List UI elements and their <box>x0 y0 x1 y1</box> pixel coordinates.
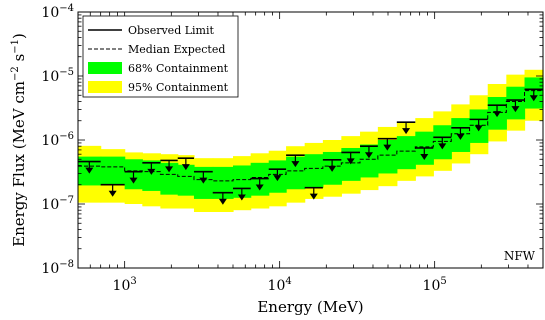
arrow-head-bin-14 <box>346 158 355 165</box>
arrow-head-bin-1 <box>108 190 117 197</box>
arrow-head-bin-18 <box>420 153 429 160</box>
band68-bin-17 <box>396 136 416 170</box>
x-axis-title: Energy (MeV) <box>257 298 363 316</box>
arrow-head-bin-5 <box>181 164 190 171</box>
y-tick-label: 10−8 <box>41 259 74 277</box>
y-tick-label: 10−7 <box>41 195 74 213</box>
y-tick-label: 10−5 <box>41 67 74 85</box>
band68-bin-8 <box>233 165 252 198</box>
band68-bin-12 <box>304 154 324 188</box>
legend-swatch-2 <box>88 62 122 74</box>
arrow-head-bin-13 <box>328 165 337 172</box>
model-annotation: NFW <box>504 249 536 263</box>
arrow-head-bin-9 <box>255 184 264 191</box>
x-tick-label: 104 <box>268 276 292 294</box>
legend-swatch-3 <box>88 81 122 93</box>
arrow-head-bin-20 <box>456 133 465 140</box>
arrow-head-bin-16 <box>383 144 392 151</box>
legend-label-2: 68% Containment <box>128 62 229 75</box>
arrow-head-bin-8 <box>237 194 246 201</box>
arrow-head-bin-10 <box>273 175 282 182</box>
arrow-head-bin-11 <box>291 161 300 168</box>
arrow-head-bin-2 <box>129 177 138 184</box>
band68-bin-4 <box>160 162 179 195</box>
arrow-head-bin-21 <box>474 125 483 132</box>
arrow-head-bin-24 <box>529 95 538 102</box>
band68-bin-11 <box>286 156 306 190</box>
legend-label-3: 95% Containment <box>128 81 229 94</box>
median-expected-line <box>78 90 543 182</box>
plot-axes <box>77 11 544 269</box>
x-tick-label: 103 <box>113 276 137 294</box>
legend: Observed Limit Median Expected 68% Contain… <box>82 15 239 98</box>
arrow-head-bin-23 <box>511 106 520 113</box>
y-axis-title: Energy Flux (MeV cm−2 s−1) <box>10 33 28 247</box>
axis-labels: 10−8 10−7 10−6 10−5 10−4 103 104 105 Energy (MeV… <box>10 3 536 316</box>
band68-bin-1 <box>100 156 126 186</box>
upper-limit-arrows <box>85 89 538 205</box>
arrow-head-bin-19 <box>438 143 447 150</box>
band68-bin-5 <box>177 164 195 196</box>
arrow-head-bin-3 <box>147 168 156 175</box>
arrow-head-bin-15 <box>364 152 373 159</box>
band68-bin-7 <box>212 166 234 199</box>
arrow-head-bin-0 <box>85 167 94 174</box>
band68-bin-14 <box>341 147 361 181</box>
arrow-head-bin-22 <box>493 111 502 118</box>
y-tick-label: 10−4 <box>41 3 74 21</box>
arrow-head-bin-6 <box>199 177 208 184</box>
arrow-head-bin-17 <box>402 128 411 135</box>
legend-label-0: Observed Limit <box>128 24 215 37</box>
legend-label-1: Median Expected <box>128 43 225 56</box>
arrow-head-bin-7 <box>218 198 227 205</box>
band68-bin-15 <box>360 144 379 178</box>
median-expected-path <box>78 90 543 182</box>
x-tick-label: 105 <box>423 276 447 294</box>
band68-bin-16 <box>377 140 398 174</box>
arrow-head-bin-4 <box>165 166 174 173</box>
y-tick-label: 10−6 <box>41 131 74 149</box>
arrow-head-bin-12 <box>309 193 318 200</box>
band68-bin-3 <box>142 160 161 191</box>
